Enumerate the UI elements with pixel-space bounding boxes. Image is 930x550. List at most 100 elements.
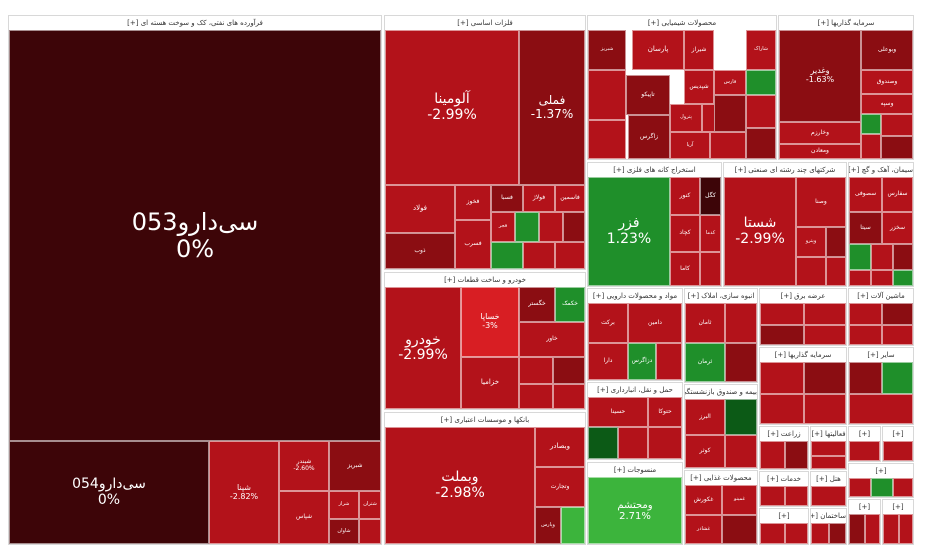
treemap-sector[interactable]: منسوجات [+] ومحتشم 2.71% [587,462,683,545]
sector-header[interactable]: حمل و نقل، انبارداری [+] [588,383,682,397]
treemap-tile[interactable] [804,362,846,394]
treemap-tile[interactable]: شپدیس [684,70,714,104]
treemap-tile[interactable] [710,132,746,159]
treemap-tile[interactable]: ومحتشم 2.71% [588,477,682,544]
sector-header[interactable]: بیمه و صندوق بازنشستگی [+] [685,385,757,399]
treemap-tile[interactable] [714,95,746,132]
treemap-sector[interactable]: انبوه سازی، املاک [+] ثامان ثرمان [684,288,758,383]
treemap-tile[interactable] [796,257,826,286]
treemap-sector[interactable]: بانکها و موسسات اعتباری [+] وبملت -2.98% وب… [384,412,586,545]
treemap-tile[interactable] [849,270,871,286]
treemap-tile[interactable]: شیراز [684,30,714,70]
treemap-tile[interactable]: سی‌دارو054 0% [9,441,209,544]
treemap-tile[interactable] [871,478,893,497]
treemap-tile[interactable]: وغدیر -1.63% [779,30,861,122]
treemap-tile[interactable]: ذوب [385,233,455,269]
treemap-tile[interactable] [811,456,846,469]
treemap-tile[interactable]: فاسمین [555,185,585,212]
treemap-sector[interactable]: محصولات شیمیایی [+] پارسان شیراز تاپیکو شپدی… [587,15,777,160]
treemap-sector[interactable]: ماشین آلات [+] [848,288,914,346]
treemap-tile[interactable] [725,399,757,435]
treemap-tile[interactable] [722,515,757,544]
treemap-tile[interactable] [746,95,776,128]
treemap-tile[interactable] [760,523,785,544]
treemap-tile[interactable] [523,242,555,269]
treemap-sector[interactable]: بیمه و صندوق بازنشستگی [+] البرز کوثر [684,384,758,469]
sector-header[interactable]: منسوجات [+] [588,463,682,477]
sector-header[interactable]: سرمایه گذاریها [+] [760,348,846,362]
treemap-tile[interactable] [849,244,871,270]
treemap-tile[interactable] [785,441,808,469]
treemap-tile[interactable]: غکورش [685,485,722,515]
treemap-tile[interactable]: فارس [714,70,746,95]
treemap-tile[interactable]: خاور [519,322,585,357]
treemap-tile[interactable]: وبوعلی [861,30,913,70]
treemap-tile[interactable] [882,362,913,394]
treemap-tile[interactable]: سصوفی [849,177,882,212]
treemap-tile[interactable] [760,394,804,424]
sector-header[interactable]: ماشین آلات [+] [849,289,913,303]
sector-header[interactable]: انبوه سازی، املاک [+] [685,289,757,303]
treemap-tile[interactable] [849,303,882,325]
treemap-tile[interactable]: وسپه [861,94,913,114]
treemap-tile[interactable]: زاگرس [628,115,670,159]
treemap-tile[interactable]: خودرو -2.99% [385,287,461,409]
treemap-tile[interactable] [829,523,846,544]
sector-header[interactable]: ساختمان [+] [811,509,846,523]
sector-header[interactable]: زراعت [+] [760,427,808,441]
treemap-tile[interactable]: وبصادر [535,427,585,467]
treemap-tile[interactable]: ومعادن [779,144,861,159]
sector-header[interactable]: شرکتهای چند رشته ای صنعتی [+] [724,163,846,177]
treemap-tile[interactable] [553,384,585,409]
treemap-tile[interactable]: برکت [588,303,628,343]
sector-header[interactable]: [+] [883,500,913,514]
sector-header[interactable]: مواد و محصولات دارویی [+] [588,289,682,303]
treemap-tile[interactable] [555,242,585,269]
sector-header[interactable]: بانکها و موسسات اعتباری [+] [385,413,585,427]
treemap-tile[interactable] [849,514,865,544]
treemap-sector[interactable]: فلزات اساسی [+] آلومینا -2.99% فملی -1.37% فو… [384,15,586,270]
treemap-tile[interactable]: سخزر [882,212,913,244]
treemap-tile[interactable] [563,212,585,242]
treemap-tile[interactable] [871,244,893,270]
treemap-tile[interactable] [849,478,871,497]
treemap-tile[interactable]: ثرمان [685,343,725,382]
sector-header[interactable]: [+] [849,500,880,514]
treemap-tile[interactable] [725,303,757,343]
treemap-sector[interactable]: ساختمان [+] [810,508,847,545]
sector-header[interactable]: [+] [849,427,880,441]
treemap-tile[interactable]: شتران [359,491,381,519]
treemap-tile[interactable] [811,523,829,544]
treemap-tile[interactable] [882,303,913,325]
treemap-tile[interactable]: آریا [670,132,710,159]
treemap-tile[interactable]: فولاد [385,185,455,233]
treemap-tile[interactable] [861,114,881,134]
treemap-tile[interactable]: شبریز [588,30,626,70]
treemap-tile[interactable]: شراز [329,491,359,519]
treemap-tile[interactable] [760,441,785,469]
treemap-tile[interactable] [588,70,626,120]
treemap-tile[interactable]: کگل [700,177,721,215]
treemap-sector[interactable]: [+] [882,499,914,545]
treemap-tile[interactable]: غمینو [722,485,757,515]
treemap-tile[interactable]: فولاژ [523,185,555,212]
treemap-tile[interactable] [515,212,539,242]
sector-header[interactable]: [+] [883,427,913,441]
sector-header[interactable]: [+] [849,464,913,478]
treemap-tile[interactable]: سفارس [882,177,913,212]
treemap-tile[interactable] [811,486,846,506]
treemap-tile[interactable]: ثامان [685,303,725,343]
treemap-tile[interactable] [849,362,882,394]
treemap-sector[interactable]: [+] [848,426,881,462]
sector-header[interactable]: فلزات اساسی [+] [385,16,585,30]
treemap-tile[interactable]: خکمک [555,287,585,322]
treemap-tile[interactable] [893,270,913,286]
treemap-tile[interactable]: شبندر -2.60% [279,441,329,491]
treemap-sector[interactable]: سرمایه گذاریها [+] [759,347,847,425]
treemap-tile[interactable]: پارسان [632,30,684,70]
treemap-tile[interactable] [760,486,785,506]
treemap-sector[interactable]: عرضه برق [+] [759,288,847,346]
treemap-tile[interactable]: خساپا -3% [461,287,519,357]
treemap-tile[interactable]: حسینا [588,397,648,427]
treemap-tile[interactable] [881,136,913,159]
